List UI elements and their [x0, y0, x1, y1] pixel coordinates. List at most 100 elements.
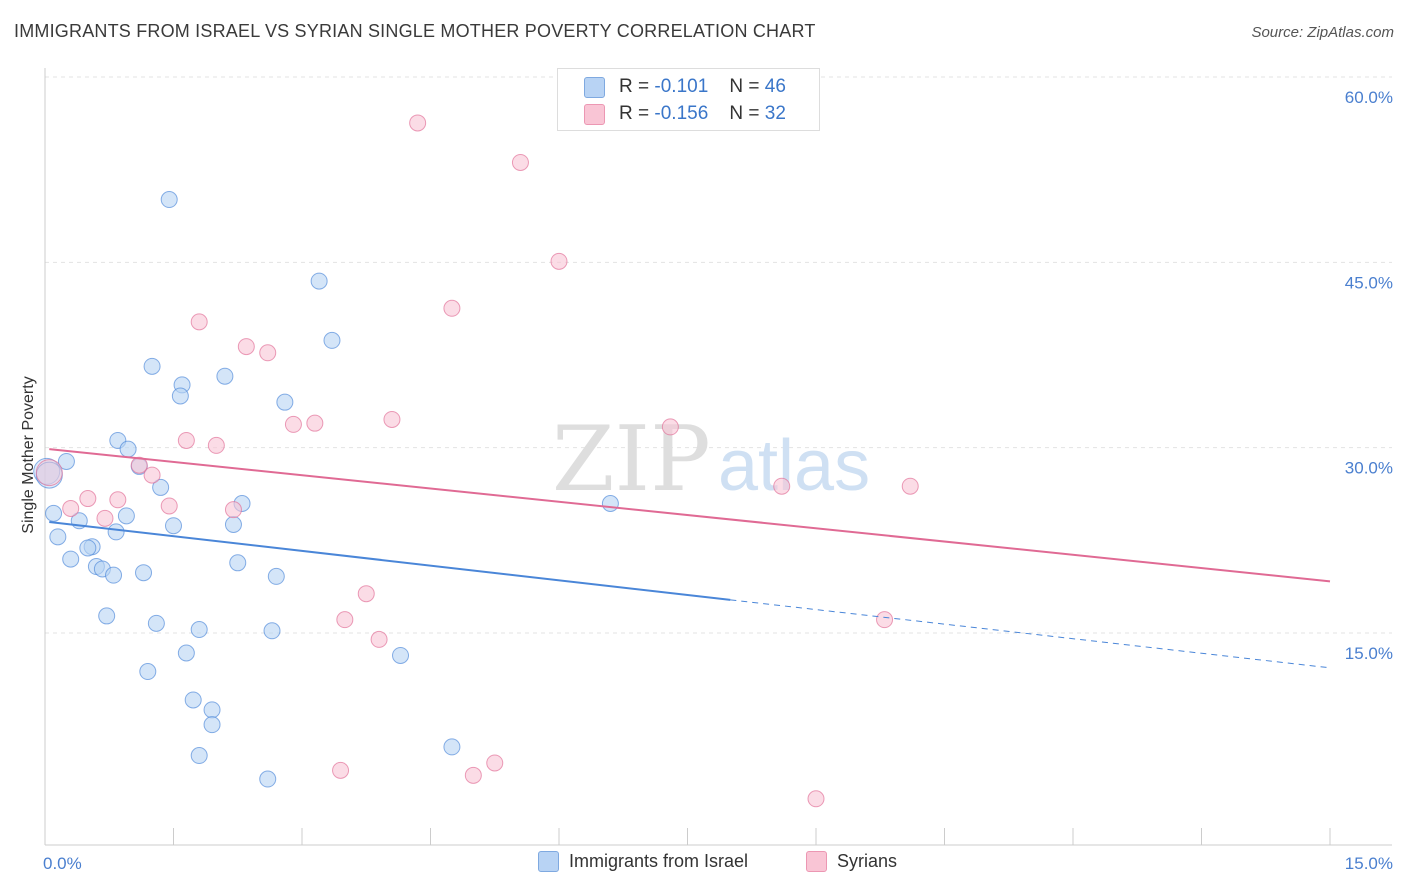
- point-israel: [139, 663, 157, 681]
- stats-legend: R = -0.101 N = 46 R = -0.156 N = 32: [557, 68, 820, 131]
- point-syrians: [109, 491, 127, 509]
- y-tick-label: 15.0%: [1345, 644, 1393, 663]
- point-syrians: [177, 431, 195, 449]
- point-syrians: [336, 611, 354, 629]
- legend-row-israel: R = -0.101 N = 46: [584, 74, 786, 100]
- source-label: Source: ZipAtlas.com: [1251, 24, 1394, 41]
- point-israel: [276, 393, 294, 411]
- point-israel: [190, 621, 208, 639]
- chart-title: IMMIGRANTS FROM ISRAEL VS SYRIAN SINGLE …: [14, 21, 816, 41]
- point-syrians: [370, 630, 388, 648]
- point-israel: [224, 516, 242, 534]
- point-israel: [190, 747, 208, 765]
- trend-line-israel-extension: [730, 599, 1331, 669]
- point-israel: [392, 646, 410, 664]
- point-syrians: [773, 477, 791, 495]
- point-israel: [107, 523, 125, 541]
- legend-n-label: N =: [729, 103, 760, 124]
- legend-label-syrians: Syrians: [837, 851, 898, 871]
- axes: [44, 68, 1392, 846]
- point-israel: [45, 504, 63, 522]
- point-syrians: [409, 114, 427, 132]
- point-syrians: [284, 415, 302, 433]
- point-syrians: [876, 611, 894, 629]
- point-syrians: [901, 477, 919, 495]
- point-syrians: [511, 153, 529, 171]
- point-syrians: [207, 436, 225, 454]
- point-syrians: [383, 410, 401, 428]
- point-syrians: [332, 761, 350, 779]
- point-israel: [79, 539, 97, 557]
- point-israel: [263, 622, 281, 640]
- point-syrians: [486, 754, 504, 772]
- legend-r-label: R =: [619, 103, 650, 124]
- point-syrians: [464, 766, 482, 784]
- point-syrians: [190, 313, 208, 331]
- point-israel: [259, 770, 277, 788]
- legend-label-israel: Immigrants from Israel: [569, 851, 749, 871]
- x-tick-label: 0.0%: [43, 854, 82, 873]
- legend-item-israel: Immigrants from Israel: [538, 851, 748, 872]
- point-israel: [143, 357, 161, 375]
- data-points: [33, 114, 919, 808]
- point-israel: [147, 614, 165, 632]
- point-syrians: [237, 338, 255, 356]
- trend-line-israel: [49, 521, 731, 601]
- legend-n-label: N =: [729, 76, 760, 97]
- trend-lines: [49, 448, 1331, 669]
- point-syrians: [130, 456, 148, 474]
- point-syrians: [224, 501, 242, 519]
- series-legend: Immigrants from Israel Syrians: [0, 851, 1406, 877]
- legend-row-syrians: R = -0.156 N = 32: [584, 101, 786, 127]
- point-israel: [203, 716, 221, 734]
- x-tick-label: 15.0%: [1345, 854, 1393, 873]
- legend-swatch-israel: [538, 851, 559, 872]
- watermark-zip: ZIP: [552, 407, 711, 512]
- point-syrians: [661, 418, 679, 436]
- legend-swatch-syrians: [584, 103, 605, 125]
- legend-swatch-israel: [584, 76, 605, 98]
- point-israel: [152, 478, 170, 496]
- point-israel: [601, 494, 619, 512]
- point-syrians: [143, 466, 161, 484]
- legend-n-value: 32: [764, 103, 786, 124]
- point-israel: [165, 517, 182, 535]
- y-tick-label: 30.0%: [1345, 459, 1393, 478]
- point-syrians: [35, 459, 63, 487]
- point-israel: [160, 191, 178, 209]
- point-israel: [135, 564, 153, 582]
- trend-line-syrians: [49, 448, 1331, 583]
- point-israel: [57, 452, 75, 470]
- point-syrians: [259, 344, 277, 362]
- point-syrians: [807, 790, 825, 808]
- point-syrians: [96, 509, 114, 527]
- point-syrians: [357, 585, 375, 603]
- point-israel: [184, 691, 202, 709]
- point-israel: [310, 272, 328, 290]
- point-israel: [267, 567, 285, 585]
- legend-n-value: 46: [764, 76, 786, 97]
- legend-item-syrians: Syrians: [806, 851, 897, 872]
- point-israel: [33, 457, 61, 485]
- point-israel: [105, 566, 123, 584]
- point-israel: [203, 701, 221, 719]
- point-israel: [171, 387, 189, 405]
- point-syrians: [550, 252, 568, 270]
- point-israel: [119, 440, 137, 458]
- point-israel: [117, 507, 135, 525]
- point-israel: [443, 738, 461, 756]
- y-tick-label: 60.0%: [1345, 88, 1393, 107]
- point-israel: [98, 607, 116, 625]
- point-israel: [62, 550, 80, 568]
- legend-r-value: -0.101: [654, 76, 709, 97]
- point-israel: [177, 644, 195, 662]
- point-syrians: [79, 490, 97, 508]
- point-israel: [229, 554, 247, 572]
- point-syrians: [160, 497, 178, 515]
- point-syrians: [306, 414, 324, 432]
- y-tick-label: 45.0%: [1345, 273, 1393, 292]
- point-syrians: [62, 499, 80, 517]
- point-israel: [216, 367, 234, 385]
- legend-r-value: -0.156: [654, 103, 709, 124]
